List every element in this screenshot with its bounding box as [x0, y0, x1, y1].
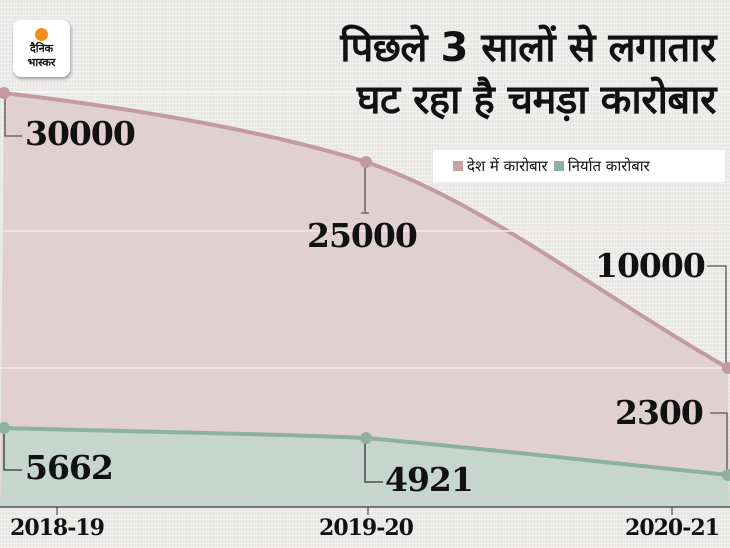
- value-label-domestic-2018: 30000: [25, 114, 136, 153]
- data-point-domestic: [0, 87, 10, 99]
- data-point-export: [360, 432, 372, 444]
- legend-label: देश में कारोबार: [467, 157, 548, 175]
- logo-line2: भास्कर: [27, 56, 56, 69]
- chart-title: पिछले 3 सालों से लगातार घट रहा है चमड़ा …: [340, 22, 716, 126]
- logo-line1: दैनिक: [29, 42, 54, 55]
- data-point-domestic: [360, 156, 372, 168]
- leader-line: [4, 95, 22, 137]
- legend-swatch-domestic-icon: [453, 161, 463, 171]
- value-label-export-2018: 5662: [25, 448, 114, 487]
- legend-item-domestic: देश में कारोबार: [453, 156, 548, 176]
- data-point-export: [722, 469, 730, 481]
- leader-line: [3, 430, 22, 471]
- leader-line: [707, 265, 727, 366]
- leader-line: [710, 412, 728, 472]
- value-label-export-2019: 4921: [385, 460, 474, 499]
- legend: देश में कारोबार निर्यात कारोबार: [433, 150, 725, 182]
- title-line2: घट रहा है चमड़ा कारोबार: [356, 77, 717, 123]
- leader-line: [361, 163, 369, 214]
- x-label-2019-20: 2019-20: [319, 515, 414, 541]
- value-label-domestic-2020: 10000: [595, 246, 706, 285]
- legend-label: निर्यात कारोबार: [567, 157, 650, 175]
- data-point-domestic: [722, 362, 730, 374]
- title-line1: पिछले 3 सालों से लगातार: [340, 25, 716, 71]
- dainik-bhaskar-logo: दैनिक भास्कर: [13, 20, 70, 77]
- value-label-export-2020: 2300: [615, 393, 704, 432]
- x-label-2018-19: 2018-19: [10, 515, 105, 541]
- legend-swatch-export-icon: [553, 161, 564, 171]
- domestic-area: [0, 93, 730, 507]
- leader-line: [364, 440, 383, 483]
- data-point-export: [0, 422, 10, 434]
- value-label-domestic-2019: 25000: [307, 216, 418, 255]
- logo-sun-icon: [35, 28, 48, 41]
- legend-item-export: निर्यात कारोबार: [553, 156, 650, 176]
- x-label-2020-21: 2020-21: [625, 515, 720, 541]
